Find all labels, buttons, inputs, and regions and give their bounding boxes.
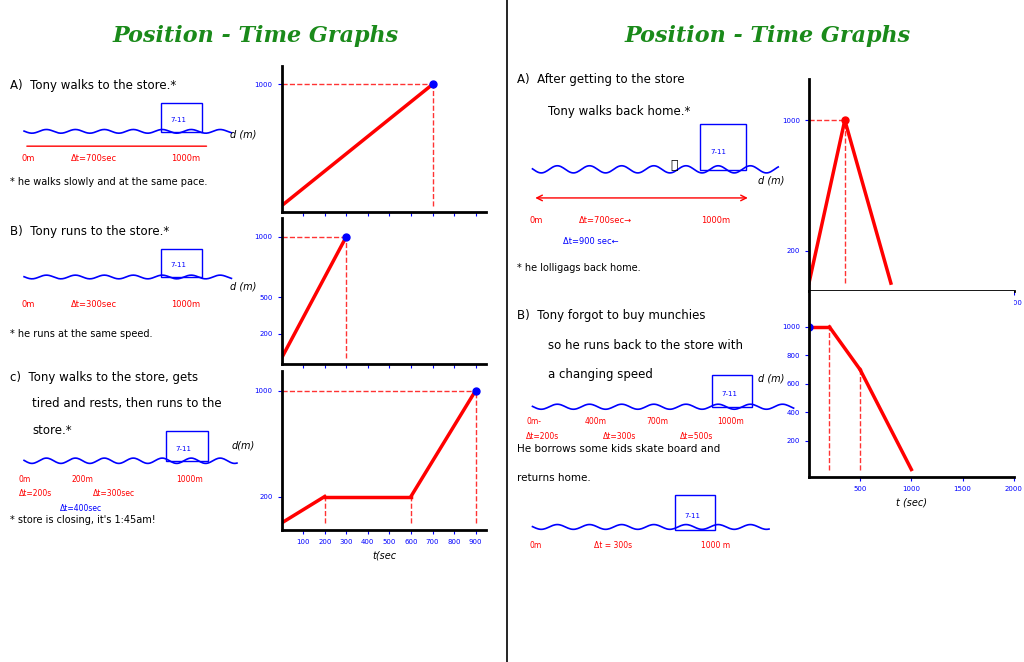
Text: * he runs at the same speed.: * he runs at the same speed. — [10, 329, 153, 339]
Text: a changing speed: a changing speed — [548, 368, 652, 381]
Text: 1000m: 1000m — [701, 216, 730, 225]
Text: so he runs back to the store with: so he runs back to the store with — [548, 339, 742, 352]
Text: 7-11: 7-11 — [721, 391, 737, 397]
Text: A)  After getting to the store: A) After getting to the store — [517, 73, 685, 86]
Text: * he lolligags back home.: * he lolligags back home. — [517, 263, 641, 273]
Text: 1000 m: 1000 m — [701, 542, 730, 550]
X-axis label: t(sec: t(sec — [372, 550, 396, 560]
Text: Δt=300sec: Δt=300sec — [93, 489, 135, 498]
Text: tired and rests, then runs to the: tired and rests, then runs to the — [33, 397, 222, 410]
Text: 200m: 200m — [71, 475, 93, 484]
Text: Δt=700sec→: Δt=700sec→ — [579, 216, 632, 225]
FancyBboxPatch shape — [167, 431, 208, 461]
Text: * store is closing, it's 1:45am!: * store is closing, it's 1:45am! — [10, 515, 156, 525]
Text: 0m: 0m — [22, 154, 35, 163]
FancyBboxPatch shape — [676, 495, 715, 530]
Text: Δt=300sec: Δt=300sec — [71, 300, 117, 308]
Text: B)  Tony forgot to buy munchies: B) Tony forgot to buy munchies — [517, 308, 706, 322]
Text: 0m: 0m — [18, 475, 31, 484]
X-axis label: t (Sec): t (Sec) — [368, 232, 400, 242]
Y-axis label: d(m): d(m) — [231, 440, 255, 450]
FancyBboxPatch shape — [713, 375, 752, 407]
Text: c)  Tony walks to the store, gets: c) Tony walks to the store, gets — [10, 371, 199, 384]
Y-axis label: d (m): d (m) — [230, 281, 257, 291]
Text: 1000m: 1000m — [717, 417, 743, 426]
Text: Position - Time Graphs: Position - Time Graphs — [625, 25, 911, 48]
Y-axis label: d (m): d (m) — [230, 129, 257, 139]
Text: 1000m: 1000m — [176, 475, 203, 484]
Text: 0m: 0m — [22, 300, 35, 308]
X-axis label: t (Sec): t (Sec) — [368, 385, 400, 395]
Text: Position - Time Graphs: Position - Time Graphs — [113, 25, 399, 48]
Text: Δt=200s: Δt=200s — [526, 432, 559, 442]
Text: 人: 人 — [671, 160, 678, 172]
Text: Tony walks back home.*: Tony walks back home.* — [548, 105, 690, 118]
Text: store.*: store.* — [33, 424, 72, 437]
Text: Δt=200s: Δt=200s — [18, 489, 52, 498]
Text: 7-11: 7-11 — [175, 446, 191, 451]
Text: 0m: 0m — [529, 542, 542, 550]
Y-axis label: d (m): d (m) — [758, 374, 784, 384]
Text: returns home.: returns home. — [517, 473, 591, 483]
X-axis label: t (sec): t (sec) — [896, 497, 927, 507]
Text: He borrows some kids skate board and: He borrows some kids skate board and — [517, 444, 720, 453]
Text: 7-11: 7-11 — [170, 262, 186, 268]
Text: B)  Tony runs to the store.*: B) Tony runs to the store.* — [10, 225, 170, 238]
Text: 7-11: 7-11 — [170, 117, 186, 122]
Text: * he walks slowly and at the same pace.: * he walks slowly and at the same pace. — [10, 177, 208, 187]
Text: 1000m: 1000m — [171, 300, 200, 308]
FancyBboxPatch shape — [161, 249, 203, 277]
Text: 0m: 0m — [529, 216, 543, 225]
Text: 0m-: 0m- — [526, 417, 542, 426]
Text: 7-11: 7-11 — [710, 149, 726, 155]
Text: Δt=500s: Δt=500s — [680, 432, 714, 442]
Text: Δt=900 sec←: Δt=900 sec← — [563, 238, 618, 246]
Text: Δt = 300s: Δt = 300s — [594, 542, 632, 550]
Text: 1000m: 1000m — [171, 154, 200, 163]
Text: A)  Tony walks to the store.*: A) Tony walks to the store.* — [10, 79, 176, 93]
Y-axis label: d (m): d (m) — [758, 175, 784, 185]
Text: 700m: 700m — [646, 417, 668, 426]
X-axis label: t (sec): t (sec) — [896, 312, 927, 322]
Text: 7-11: 7-11 — [684, 512, 700, 518]
Text: Δt=300s: Δt=300s — [603, 432, 637, 442]
FancyBboxPatch shape — [161, 103, 203, 132]
Text: Δt=700sec: Δt=700sec — [71, 154, 117, 163]
Text: Δt=400sec: Δt=400sec — [60, 504, 102, 513]
Text: 400m: 400m — [585, 417, 606, 426]
FancyBboxPatch shape — [700, 124, 745, 170]
